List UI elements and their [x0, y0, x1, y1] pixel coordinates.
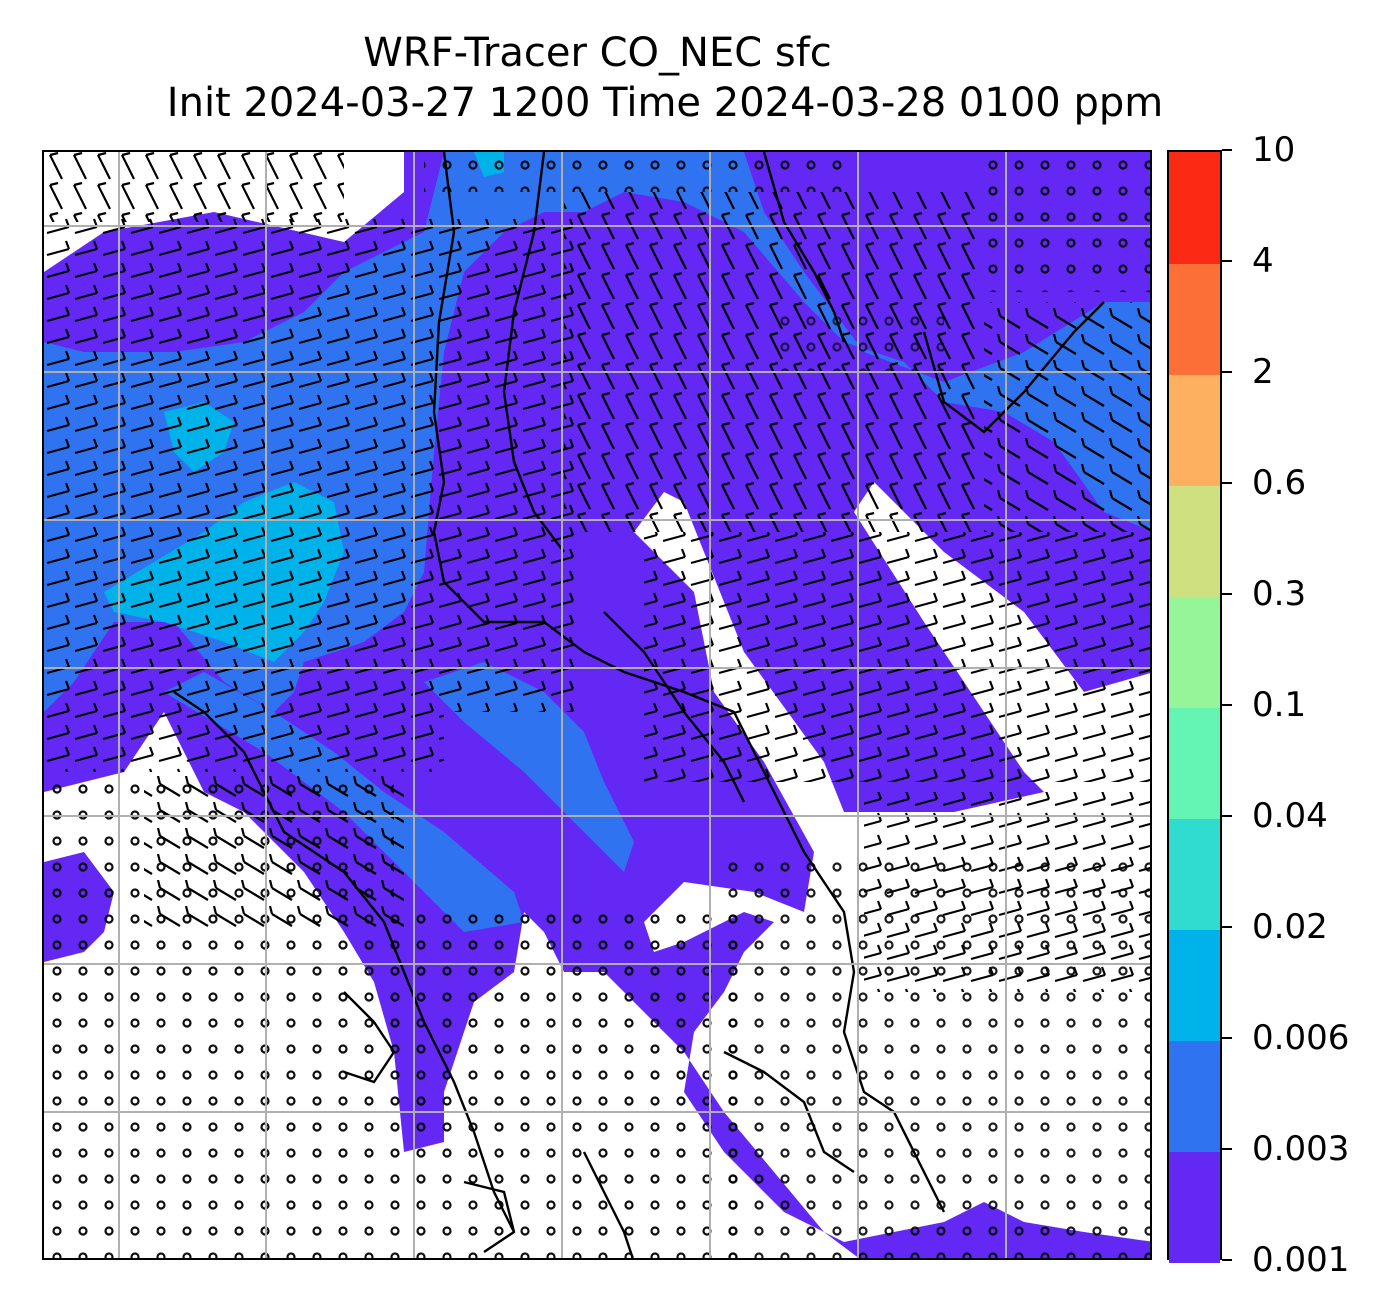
colorbar-tick	[1222, 926, 1232, 928]
colorbar-segment	[1169, 374, 1220, 486]
colorbar-segment	[1169, 263, 1220, 375]
colorbar-tick-label: 0.04	[1252, 796, 1328, 836]
chart-title: WRF-Tracer CO_NEC sfc	[363, 30, 832, 76]
wind-barbs	[44, 152, 1150, 992]
colorbar-segment	[1169, 152, 1220, 264]
colorbar-tick-label: 4	[1252, 241, 1274, 281]
colorbar-tick	[1222, 815, 1232, 817]
colorbar-tick	[1222, 1148, 1232, 1150]
colorbar	[1167, 150, 1222, 1263]
colorbar-tick	[1222, 704, 1232, 706]
colorbar-tick	[1222, 260, 1232, 262]
colorbar-segment	[1169, 707, 1220, 819]
colorbar-tick-label: 0.001	[1252, 1240, 1350, 1280]
colorbar-tick-label: 0.6	[1252, 463, 1307, 503]
colorbar-segment	[1169, 1040, 1220, 1152]
colorbar-tick	[1222, 482, 1232, 484]
colorbar-tick-label: 10	[1252, 130, 1296, 170]
colorbar-tick	[1222, 1037, 1232, 1039]
colorbar-segment	[1169, 929, 1220, 1041]
colorbar-segment	[1169, 596, 1220, 708]
colorbar-tick	[1222, 593, 1232, 595]
colorbar-segment	[1169, 1151, 1220, 1263]
chart-subtitle: Init 2024-03-27 1200 Time 2024-03-28 010…	[166, 80, 1164, 126]
colorbar-segment	[1169, 818, 1220, 930]
colorbar-tick-label: 0.1	[1252, 685, 1307, 725]
colorbar-tick	[1222, 149, 1232, 151]
colorbar-tick	[1222, 1259, 1232, 1261]
coastlines	[173, 152, 1105, 1258]
map-plot	[44, 152, 1150, 1258]
colorbar-tick-label: 0.02	[1252, 907, 1328, 947]
gridlines	[44, 152, 1150, 1258]
map-panel	[42, 150, 1152, 1260]
contour-band-0003-mid	[424, 662, 634, 872]
colorbar-segment	[1169, 485, 1220, 597]
colorbar-tick-label: 0.3	[1252, 574, 1307, 614]
colorbar-tick-label: 0.006	[1252, 1018, 1350, 1058]
colorbar-tick-label: 2	[1252, 352, 1274, 392]
colorbar-tick-label: 0.003	[1252, 1129, 1350, 1169]
colorbar-tick	[1222, 371, 1232, 373]
